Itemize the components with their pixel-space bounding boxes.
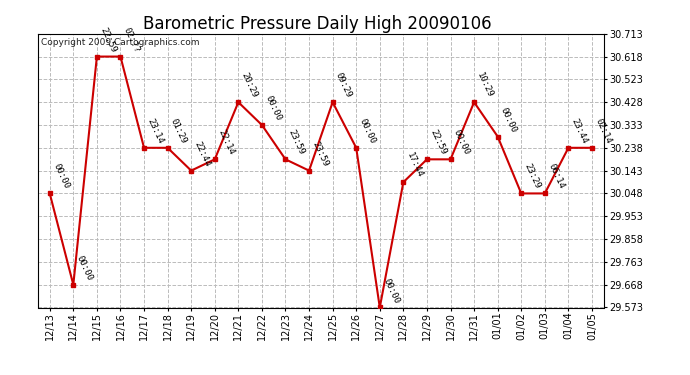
Text: 00:00: 00:00 (51, 162, 70, 190)
Text: 01:29: 01:29 (169, 117, 188, 145)
Text: 22:44: 22:44 (193, 140, 212, 168)
Text: 23:14: 23:14 (146, 117, 165, 145)
Text: Copyright 2009 Cartographics.com: Copyright 2009 Cartographics.com (41, 38, 199, 47)
Text: 00:00: 00:00 (452, 128, 471, 156)
Text: 00:00: 00:00 (264, 94, 283, 122)
Text: 23:59: 23:59 (287, 128, 306, 156)
Text: 22:59: 22:59 (98, 26, 118, 54)
Text: 09:29: 09:29 (334, 71, 353, 99)
Text: 02:14: 02:14 (593, 117, 613, 145)
Text: 17:44: 17:44 (405, 151, 424, 179)
Text: Barometric Pressure Daily High 20090106: Barometric Pressure Daily High 20090106 (143, 15, 492, 33)
Text: 06:14: 06:14 (546, 162, 566, 190)
Text: 00:00: 00:00 (499, 106, 519, 134)
Text: 22:14: 22:14 (216, 128, 236, 156)
Text: 00:00: 00:00 (357, 117, 377, 145)
Text: 00:00: 00:00 (75, 254, 95, 282)
Text: 23:29: 23:29 (522, 162, 542, 190)
Text: 22:59: 22:59 (428, 128, 448, 156)
Text: 23:44: 23:44 (570, 117, 589, 145)
Text: 00:00: 00:00 (381, 276, 401, 305)
Text: 02:??: 02:?? (122, 26, 141, 54)
Text: 23:59: 23:59 (310, 140, 330, 168)
Text: 20:29: 20:29 (239, 71, 259, 99)
Text: 10:29: 10:29 (475, 71, 495, 99)
